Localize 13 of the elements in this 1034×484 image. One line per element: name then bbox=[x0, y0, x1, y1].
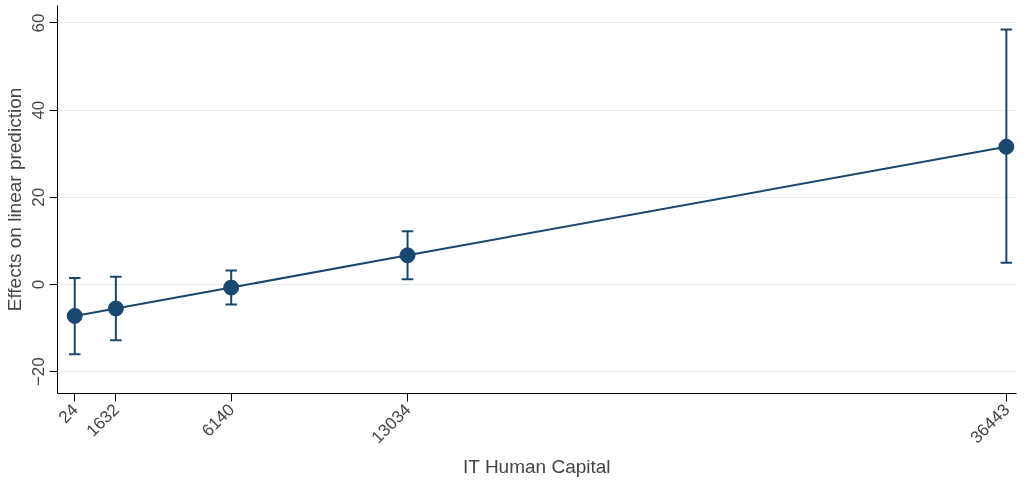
y-tick-label: 40 bbox=[29, 100, 49, 120]
y-tick-label: 0 bbox=[29, 279, 49, 290]
y-tick-label: −20 bbox=[29, 357, 49, 387]
point bbox=[107, 300, 124, 317]
y-axis-title: Effects on linear prediction bbox=[3, 87, 25, 312]
x-axis-title: IT Human Capital bbox=[463, 456, 611, 478]
x-tick-label: 24 bbox=[55, 400, 82, 427]
y-tick-label: 20 bbox=[29, 187, 49, 207]
y-tick-label: 60 bbox=[29, 13, 49, 33]
point bbox=[998, 138, 1015, 155]
point bbox=[399, 247, 416, 264]
point bbox=[223, 279, 240, 296]
point bbox=[66, 307, 83, 324]
